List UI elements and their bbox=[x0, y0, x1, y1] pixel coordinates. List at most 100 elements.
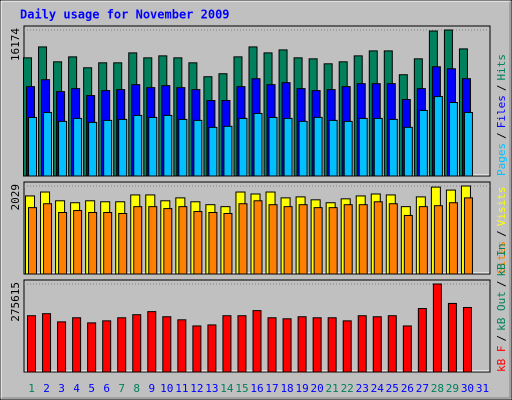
bar bbox=[343, 120, 353, 177]
bar bbox=[162, 316, 172, 373]
x-tick-label: 24 bbox=[371, 382, 385, 395]
bar bbox=[88, 211, 98, 275]
bar bbox=[207, 324, 217, 373]
x-tick-label: 2 bbox=[43, 382, 50, 395]
legend: Sites / Visits bbox=[495, 187, 508, 275]
bar bbox=[178, 118, 188, 177]
bar bbox=[148, 116, 158, 177]
bar bbox=[192, 325, 202, 373]
bar bbox=[88, 121, 98, 177]
bar bbox=[132, 314, 142, 373]
legend: kB F / kB Out / kB In bbox=[495, 243, 508, 372]
x-tick-label: 5 bbox=[88, 382, 95, 395]
bar bbox=[253, 200, 263, 275]
bar bbox=[298, 120, 308, 177]
bar bbox=[147, 311, 157, 373]
bar bbox=[42, 313, 52, 373]
x-tick-label: 30 bbox=[461, 382, 474, 395]
bar bbox=[268, 204, 278, 275]
bar bbox=[433, 205, 443, 275]
bar bbox=[253, 112, 263, 177]
x-tick-label: 31 bbox=[476, 382, 489, 395]
x-tick-label: 29 bbox=[446, 382, 459, 395]
bar bbox=[282, 318, 292, 373]
bar bbox=[283, 117, 293, 177]
bar bbox=[27, 315, 37, 373]
x-tick-label: 25 bbox=[386, 382, 399, 395]
legend-entry: Pages bbox=[495, 143, 508, 176]
bar bbox=[403, 214, 413, 275]
bar bbox=[43, 203, 53, 275]
x-tick-label: 22 bbox=[341, 382, 354, 395]
bar bbox=[178, 206, 188, 275]
legend-entry: kB Out bbox=[495, 291, 508, 331]
bar bbox=[43, 111, 53, 177]
x-tick-label: 10 bbox=[160, 382, 173, 395]
bar bbox=[57, 321, 67, 373]
bar bbox=[403, 126, 413, 177]
bar bbox=[433, 96, 443, 177]
y-tick-label: 275615 bbox=[9, 282, 22, 322]
bar bbox=[402, 325, 412, 373]
legend-entry: Sites bbox=[495, 241, 508, 274]
bar bbox=[73, 117, 83, 177]
bar bbox=[238, 203, 248, 275]
bar bbox=[418, 109, 428, 177]
x-tick-label: 23 bbox=[356, 382, 369, 395]
bar bbox=[328, 119, 338, 177]
bar bbox=[177, 319, 187, 373]
bar bbox=[388, 118, 398, 177]
bar bbox=[462, 307, 472, 373]
bar bbox=[313, 207, 323, 275]
bar bbox=[373, 201, 383, 275]
legend: Pages / Files / Hits bbox=[495, 54, 508, 176]
bar bbox=[463, 111, 473, 177]
bar bbox=[103, 211, 113, 275]
x-tick-label: 15 bbox=[235, 382, 248, 395]
x-tick-label: 6 bbox=[103, 382, 110, 395]
bar bbox=[223, 212, 233, 275]
bar bbox=[328, 207, 338, 275]
bar bbox=[238, 117, 248, 177]
bar bbox=[252, 310, 262, 373]
bar bbox=[432, 283, 442, 373]
bar bbox=[327, 317, 337, 373]
bar bbox=[417, 308, 427, 373]
x-tick-label: 20 bbox=[311, 382, 324, 395]
bar bbox=[222, 315, 232, 373]
bar bbox=[193, 119, 203, 177]
bar bbox=[463, 197, 473, 275]
x-tick-label: 28 bbox=[431, 382, 444, 395]
bar bbox=[313, 116, 323, 177]
legend-entry: kB In bbox=[495, 243, 508, 276]
bar bbox=[28, 207, 38, 275]
legend-separator: / bbox=[495, 335, 508, 342]
y-tick-label: 2029 bbox=[9, 184, 22, 211]
x-tick-label: 27 bbox=[416, 382, 429, 395]
legend-entry: Hits bbox=[495, 54, 508, 81]
x-tick-label: 19 bbox=[295, 382, 308, 395]
x-tick-label: 16 bbox=[250, 382, 263, 395]
bar bbox=[133, 114, 143, 177]
x-tick-label: 3 bbox=[58, 382, 65, 395]
bar bbox=[387, 315, 397, 373]
x-tick-label: 4 bbox=[73, 382, 80, 395]
x-tick-label: 14 bbox=[220, 382, 234, 395]
bar bbox=[118, 118, 128, 177]
y-tick-label: 16174 bbox=[9, 28, 22, 61]
x-tick-label: 13 bbox=[205, 382, 218, 395]
bar bbox=[58, 211, 68, 275]
bar bbox=[357, 315, 367, 373]
bar bbox=[312, 317, 322, 373]
bar bbox=[342, 320, 352, 373]
chart-title: Daily usage for November 2009 bbox=[20, 8, 230, 22]
bar bbox=[447, 302, 457, 373]
bar bbox=[72, 317, 82, 373]
x-tick-label: 26 bbox=[401, 382, 414, 395]
bar bbox=[343, 204, 353, 275]
bar bbox=[118, 212, 128, 275]
bar bbox=[283, 206, 293, 275]
x-tick-label: 9 bbox=[148, 382, 155, 395]
bar bbox=[373, 117, 383, 177]
bar bbox=[102, 320, 112, 373]
